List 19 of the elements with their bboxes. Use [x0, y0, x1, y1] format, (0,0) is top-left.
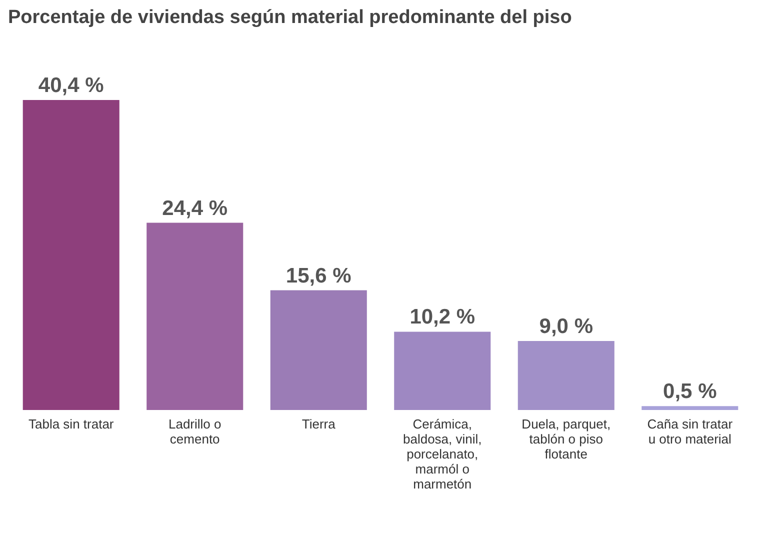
data-label: 40,4 % [38, 74, 104, 97]
bar [518, 340, 614, 410]
x-tick-label: Duela, parquet, tablón o piso flotante [522, 416, 611, 462]
data-label: 0,5 % [663, 380, 718, 404]
x-tick-label: Caña sin tratar u otro material [647, 416, 734, 446]
data-label: 10,2 % [410, 306, 476, 329]
data-label: 9,0 % [539, 314, 594, 338]
bar [642, 406, 738, 410]
data-label: 24,4 % [162, 196, 228, 220]
x-tick-label: Cerámica, baldosa, vinil, porcelanato, marmól o marmetón [402, 416, 482, 492]
bar [270, 290, 367, 410]
x-tick-label: Ladrillo o cemento [168, 416, 222, 446]
x-tick-label: Tierra [302, 416, 336, 432]
chart-title: Porcentaje de viviendas según material predominante del piso [8, 7, 572, 28]
bar [394, 332, 491, 410]
bar [146, 222, 244, 410]
data-label: 15,6 % [286, 264, 352, 288]
x-tick-label: Tabla sin tratar [28, 416, 114, 432]
bar [22, 100, 120, 410]
